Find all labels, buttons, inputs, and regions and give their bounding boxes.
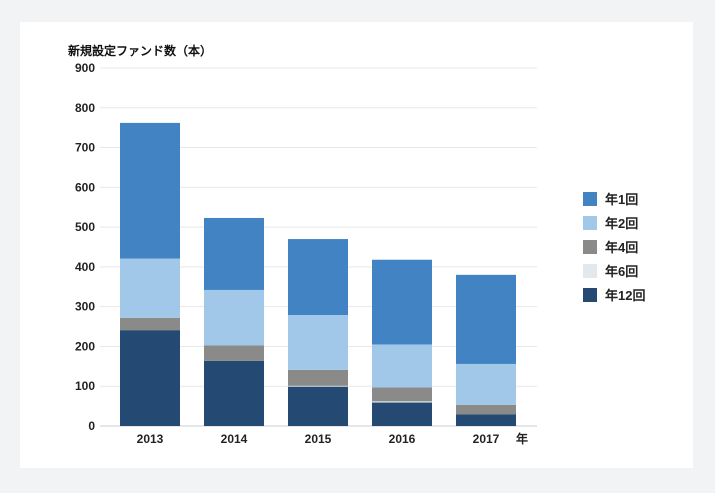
y-tick-label: 100 (75, 379, 95, 393)
y-tick-label: 400 (75, 260, 95, 274)
legend-item: 年2回 (583, 213, 638, 232)
legend-swatch (583, 263, 597, 278)
bar-segment (456, 414, 516, 426)
x-axis-label: 年 (516, 431, 528, 446)
y-tick-label: 300 (75, 300, 95, 314)
legend-label: 年6回 (605, 264, 639, 279)
bar-segment (372, 401, 432, 403)
legend-label: 年1回 (605, 192, 639, 207)
x-tick-label: 2013 (137, 432, 164, 446)
bar-segment (456, 274, 516, 364)
legend-label: 年2回 (605, 216, 639, 231)
legend-swatch (583, 287, 597, 302)
bar-segment (288, 386, 348, 426)
bar-segment (204, 217, 264, 290)
bar-segment (372, 402, 432, 426)
x-tick-label: 2017 (473, 432, 500, 446)
chart-title: 新規設定ファンド数（本） (68, 43, 212, 58)
bar-segment (288, 315, 348, 370)
legend-item: 年1回 (583, 189, 638, 208)
y-tick-label: 0 (88, 419, 95, 433)
bar-segment (288, 369, 348, 386)
legend-swatch (583, 239, 597, 254)
legend-label: 年4回 (605, 240, 639, 255)
bar-segment (372, 344, 432, 388)
legend-item: 年4回 (583, 237, 638, 256)
legend-item: 年12回 (583, 285, 645, 304)
bar-segment (204, 345, 264, 361)
bar-segment (120, 317, 180, 331)
x-tick-label: 2016 (389, 432, 416, 446)
legend-swatch (583, 191, 597, 206)
bar-segment (372, 259, 432, 345)
bar-segment (288, 239, 348, 316)
bar-segment (120, 258, 180, 318)
x-tick-label: 2015 (305, 432, 332, 446)
bar-segment (204, 289, 264, 346)
y-tick-label: 800 (75, 101, 95, 115)
bar-segment (120, 122, 180, 259)
legend-item: 年6回 (583, 261, 638, 280)
y-tick-label: 500 (75, 220, 95, 234)
bar-segment (120, 330, 180, 426)
bar-segment (372, 387, 432, 402)
bar-segment (456, 363, 516, 405)
bar-segment (456, 404, 516, 415)
y-tick-label: 900 (75, 61, 95, 75)
bar-segment (288, 385, 348, 387)
y-tick-label: 600 (75, 180, 95, 194)
y-tick-label: 200 (75, 339, 95, 353)
bar-segment (204, 360, 264, 426)
legend-label: 年12回 (605, 288, 646, 303)
legend-swatch (583, 215, 597, 230)
y-tick-label: 700 (75, 141, 95, 155)
x-tick-label: 2014 (221, 432, 248, 446)
